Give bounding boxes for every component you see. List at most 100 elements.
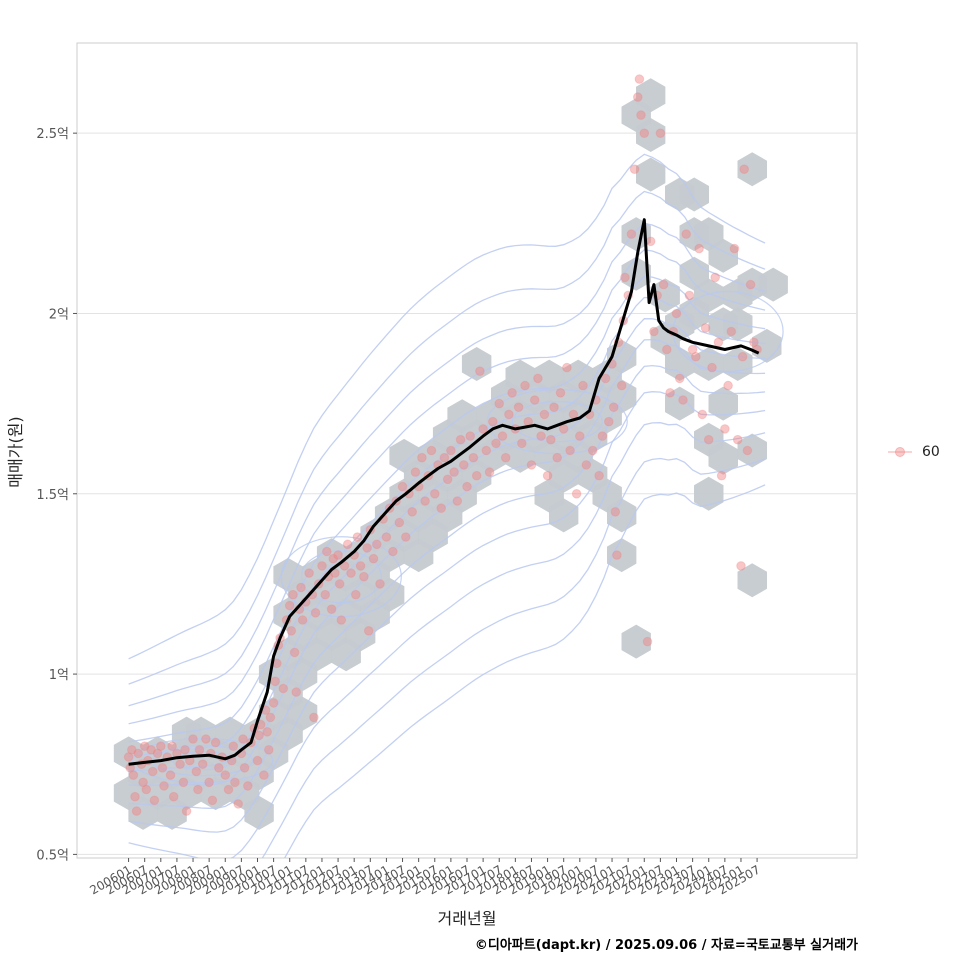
data-point <box>449 467 459 477</box>
data-point <box>262 727 273 737</box>
density-contour <box>128 391 766 833</box>
data-point <box>568 409 579 420</box>
data-point <box>629 164 640 174</box>
data-point <box>720 424 730 434</box>
data-point <box>442 474 453 485</box>
data-point <box>228 741 239 752</box>
data-point <box>674 373 685 384</box>
data-point <box>194 745 205 755</box>
data-point <box>362 543 372 553</box>
data-point <box>533 373 543 384</box>
data-point <box>475 366 485 377</box>
data-point <box>127 745 137 755</box>
data-point <box>304 568 314 578</box>
data-point <box>581 460 592 470</box>
data-point <box>707 362 717 373</box>
y-tick-label: 2.5억 <box>36 127 69 142</box>
hexbin-cell <box>694 217 724 252</box>
data-point <box>289 647 300 658</box>
density-contour <box>172 751 234 771</box>
data-point <box>156 741 166 752</box>
legend: 60 <box>886 444 940 460</box>
data-point <box>697 409 708 420</box>
data-point <box>207 795 218 806</box>
data-point <box>608 402 619 413</box>
data-point <box>238 734 248 744</box>
data-point <box>131 806 142 816</box>
data-point <box>575 431 585 441</box>
data-point <box>481 445 492 456</box>
density-contour <box>486 389 628 455</box>
data-point <box>286 626 297 636</box>
data-point <box>342 539 353 550</box>
data-point <box>175 759 185 770</box>
data-point <box>633 92 643 102</box>
data-point <box>488 416 498 427</box>
data-point <box>749 337 759 348</box>
density-contour <box>128 190 766 685</box>
data-point <box>649 326 659 337</box>
density-contour <box>511 401 603 443</box>
data-point <box>197 759 208 770</box>
data-point <box>322 546 332 557</box>
data-point <box>549 402 559 413</box>
y-axis: 0.5억 1억 1.5억 2억 2.5억 <box>36 127 77 863</box>
density-contour <box>132 738 274 784</box>
hexbin-cell <box>374 577 405 612</box>
data-point <box>723 380 733 391</box>
hexbin-cell <box>708 386 738 421</box>
density-contour <box>128 222 766 707</box>
data-point <box>687 344 698 355</box>
hexbin-cell <box>737 563 767 598</box>
data-point <box>168 791 179 802</box>
data-point <box>278 683 289 694</box>
data-point <box>455 434 466 445</box>
data-point <box>529 395 540 405</box>
hexbin-cell <box>708 440 738 475</box>
data-point <box>681 229 692 239</box>
trend-line <box>128 218 760 766</box>
data-point <box>254 730 264 741</box>
hexbin-cell <box>694 347 724 381</box>
hexbin-cell <box>461 347 492 381</box>
data-point <box>201 734 211 744</box>
data-point <box>339 561 350 571</box>
data-point <box>732 434 743 445</box>
hexbin-cell <box>737 152 767 187</box>
data-point <box>710 272 721 283</box>
y-tick-label: 1억 <box>49 668 69 683</box>
data-point <box>526 460 537 470</box>
data-point <box>694 243 704 254</box>
data-point <box>739 164 750 174</box>
data-point <box>446 445 456 456</box>
data-point <box>536 431 546 441</box>
data-point <box>562 362 572 373</box>
data-point <box>375 579 385 589</box>
data-point <box>138 777 148 788</box>
data-point <box>130 791 140 802</box>
data-point <box>645 236 656 247</box>
data-point <box>658 279 669 290</box>
data-point <box>372 539 382 550</box>
data-point <box>193 784 203 795</box>
data-point <box>745 279 756 290</box>
data-point <box>157 763 168 773</box>
data-point <box>167 741 177 752</box>
density-contour <box>128 296 766 757</box>
data-point <box>128 770 139 780</box>
density-contour <box>672 290 784 373</box>
data-point <box>620 272 630 283</box>
data-point <box>355 561 366 571</box>
data-point <box>351 589 361 600</box>
hexbin-cell <box>621 256 651 291</box>
data-point <box>491 438 501 449</box>
data-point <box>139 741 150 752</box>
data-point <box>703 434 714 445</box>
data-point <box>397 481 408 492</box>
data-point <box>284 600 295 611</box>
data-point <box>178 777 189 788</box>
data-point <box>452 496 463 506</box>
data-point <box>309 712 319 723</box>
data-point <box>665 388 675 398</box>
data-point <box>252 755 263 766</box>
